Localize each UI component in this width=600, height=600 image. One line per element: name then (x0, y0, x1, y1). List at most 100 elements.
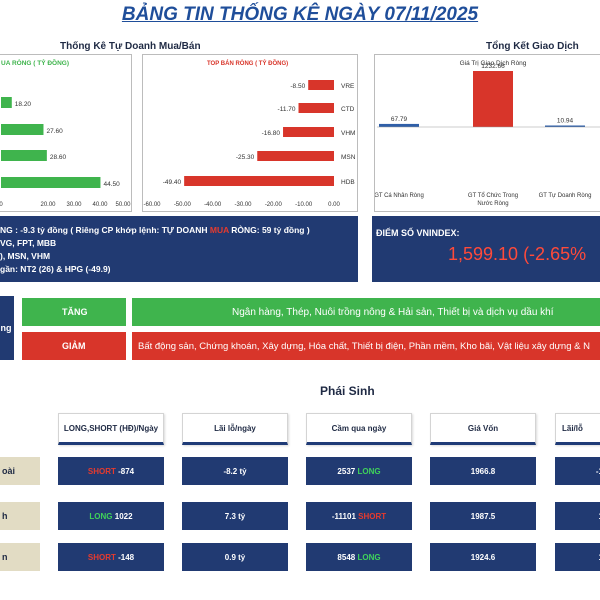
buy-chart-panel: UA RÒNG ( TỶ ĐỒNG) 18.20 27.60 28.60 44.50 0 2… (0, 54, 132, 212)
sell-category-2: CTD (341, 106, 355, 113)
summary-value-label-1: 67.79 (391, 116, 408, 123)
sell-xtick-7: 0.00 (328, 202, 340, 208)
summary-bar-2 (473, 71, 513, 127)
summary-value-label-3: 10.94 (557, 118, 574, 125)
derivatives-title: Phái Sinh (320, 384, 375, 398)
sector-left-stub: ng (0, 296, 14, 360)
cell-hold-2: -11101 SHORT (306, 502, 412, 530)
hold-word-3: LONG (357, 552, 381, 562)
sector-down-text: Bất động sản, Chứng khoán, Xây dựng, Hóa… (132, 332, 600, 360)
header-hold-overnight: Cầm qua ngày (306, 413, 412, 445)
sell-xtick-1: -60.00 (143, 202, 161, 208)
buy-value-label-3: 28.60 (50, 154, 67, 161)
buy-value-label-2: 27.60 (46, 128, 63, 135)
summary-bar-1 (379, 123, 419, 127)
self-trading-title: Thống Kê Tự Doanh Mua/Bán (60, 41, 201, 52)
buy-value-label-1: 18.20 (15, 101, 32, 108)
sector-up-label: TĂNG (22, 298, 126, 326)
summary-category-2-line-2: Nước Ròng (477, 201, 508, 207)
cell-extra-2: 1 (555, 502, 600, 530)
sell-chart: TOP BÁN RÒNG ( TỶ ĐỒNG) -8.50 VRE -11.70 CTD… (143, 59, 356, 208)
vnindex-value: 1,599.10 (-2.65% (448, 244, 587, 264)
vnindex-label: ĐIỂM SỐ VNINDEX: (376, 228, 460, 238)
cell-hold-3: 8548 LONG (306, 543, 412, 571)
position-count-3: -148 (118, 552, 135, 562)
buy-xtick-3: 30.00 (66, 202, 82, 208)
position-count-2: 1022 (114, 511, 133, 521)
position-count-1: -874 (118, 466, 135, 476)
sell-xtick-5: -20.00 (265, 202, 283, 208)
sell-xtick-4: -30.00 (234, 202, 252, 208)
info-line-1-prefix: NG : -9.3 tỷ đồng ( Riêng CP khớp lệnh: … (0, 225, 210, 235)
sell-xtick-2: -50.00 (174, 202, 192, 208)
buy-xtick-5: 50.00 (115, 202, 131, 208)
summary-bar-3 (545, 125, 585, 127)
summary-category-1: GT Cá Nhân Ròng (375, 193, 424, 199)
hold-count-1: 2537 (337, 466, 356, 476)
sector-down-label: GIẢM (22, 332, 126, 360)
header-pnl-day: Lãi lỗ/ngày (182, 413, 288, 445)
cell-extra-3: 1 (555, 543, 600, 571)
sector-up-text: Ngân hàng, Thép, Nuôi trồng nông & Hải s… (132, 298, 600, 326)
position-word-2: LONG (89, 511, 113, 521)
page-title: BẢNG TIN THỐNG KÊ NGÀY 07/11/2025 (121, 4, 479, 25)
sell-value-label-3: -16.80 (262, 130, 281, 137)
buy-bar-3 (1, 150, 47, 161)
info-line-2: VG, FPT, MBB (0, 238, 57, 248)
sell-category-1: VRE (341, 83, 355, 90)
buy-bar-2 (1, 124, 44, 135)
summary-chart: Giá Trị Giao Dịch Ròng 67.79 1232.66 10.94 G… (374, 60, 600, 207)
hold-count-2: -11101 (331, 511, 356, 521)
buy-xtick-2: 20.00 (40, 202, 56, 208)
header-pnl-extra: Lãi/lỗ (555, 413, 600, 445)
info-box: NG : -9.3 tỷ đồng ( Riêng CP khớp lệnh: … (0, 216, 358, 282)
sell-xtick-6: -10.00 (295, 202, 313, 208)
row-name-3: n (0, 543, 40, 571)
sell-bar-3 (283, 127, 334, 137)
sell-category-3: VHM (341, 130, 355, 137)
hold-word-2: SHORT (358, 511, 387, 521)
buy-chart: UA RÒNG ( TỶ ĐỒNG) 18.20 27.60 28.60 44.50 0 2… (0, 57, 131, 208)
sell-bar-5 (184, 176, 334, 186)
sell-xtick-3: -40.00 (204, 202, 222, 208)
info-line-1-suffix: RÒNG: 59 tỷ đồng ) (228, 225, 310, 235)
info-line-1: NG : -9.3 tỷ đồng ( Riêng CP khớp lệnh: … (0, 224, 358, 237)
row-name-1: oài (0, 457, 40, 485)
row-name-2: h (0, 502, 40, 530)
cell-pnl-1: -8.2 tỷ (182, 457, 288, 485)
info-line-3: ), MSN, VHM (0, 251, 51, 261)
header-cost-price: Giá Vốn (430, 413, 536, 445)
cell-cost-2: 1987.5 (430, 502, 536, 530)
summary-category-3: GT Tự Doanh Ròng (539, 193, 592, 199)
buy-chart-label: UA RÒNG ( TỶ ĐỒNG) (1, 57, 69, 67)
sell-chart-panel: TOP BÁN RÒNG ( TỶ ĐỒNG) -8.50 VRE -11.70 CTD… (142, 54, 358, 212)
cell-pnl-3: 0.9 tỷ (182, 543, 288, 571)
sell-value-label-2: -11.70 (278, 106, 296, 113)
cell-cost-3: 1924.6 (430, 543, 536, 571)
sell-category-4: MSN (341, 154, 356, 161)
sell-bar-2 (298, 103, 334, 113)
cell-long-short-1: SHORT -874 (58, 457, 164, 485)
buy-xtick-1: 0 (0, 202, 3, 208)
summary-title: Tổng Kết Giao Dịch (486, 41, 579, 52)
cell-hold-1: 2537 LONG (306, 457, 412, 485)
buy-value-label-4: 44.50 (103, 181, 120, 188)
summary-value-label-2: 1232.66 (481, 63, 505, 70)
info-line-4: gần: NT2 (26) & HPG (-49.9) (0, 264, 111, 274)
sell-bar-1 (308, 80, 334, 90)
buy-xtick-4: 40.00 (92, 202, 108, 208)
sell-value-label-4: -25.30 (236, 154, 255, 161)
cell-long-short-3: SHORT -148 (58, 543, 164, 571)
cell-cost-1: 1966.8 (430, 457, 536, 485)
hold-word-1: LONG (357, 466, 381, 476)
position-word-1: SHORT (87, 466, 116, 476)
sell-value-label-1: -8.50 (290, 83, 305, 90)
buy-bar-1 (1, 97, 12, 108)
position-word-3: SHORT (87, 552, 116, 562)
info-line-1-highlight: MUA (209, 225, 229, 235)
summary-chart-panel: Giá Trị Giao Dịch Ròng 67.79 1232.66 10.94 G… (374, 54, 600, 212)
summary-category-2-line-1: GT Tổ Chức Trong (468, 192, 518, 199)
sell-value-label-5: -49.40 (163, 179, 182, 186)
header-long-short: LONG,SHORT (HĐ)/Ngày (58, 413, 164, 445)
